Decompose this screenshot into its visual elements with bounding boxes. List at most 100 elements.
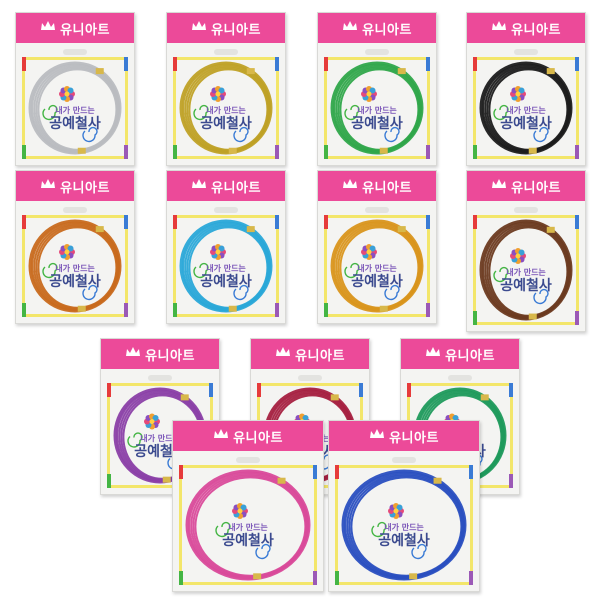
hang-hole (392, 457, 416, 463)
wire-coil (330, 219, 424, 313)
frame-corner-mark (509, 383, 513, 397)
frame-corner-mark (313, 465, 317, 479)
hang-hole (514, 49, 538, 55)
brand-name: 유니아트 (233, 430, 283, 446)
product-name: 공예철사 (500, 278, 552, 294)
card-frame (473, 57, 579, 159)
tagline: 내가 만드는 (55, 264, 95, 273)
frame-corner-mark (575, 215, 579, 229)
frame-corner-mark (575, 145, 579, 159)
wire-package-green: 유니아트 내가 만드는 공예철사 (317, 12, 437, 166)
wire-coil (330, 61, 424, 155)
wire-package-purple: 유니아트 내가 만드는 공예철사 (100, 338, 220, 495)
brand-name: 유니아트 (445, 348, 495, 364)
frame-corner-mark (324, 303, 328, 317)
hang-hole (298, 375, 322, 381)
product-name: 공예철사 (49, 116, 101, 132)
frame-corner-mark (359, 383, 363, 397)
frame-corner-mark (426, 303, 430, 317)
brand-header: 유니아트 (329, 421, 479, 451)
brand-header: 유니아트 (467, 13, 585, 43)
product-name: 공예철사 (200, 116, 252, 132)
frame-corner-mark (124, 145, 128, 159)
crown-icon (125, 346, 141, 362)
frame-corner-mark (22, 303, 26, 317)
product-name: 공예철사 (351, 116, 403, 132)
brand-header: 유니아트 (467, 171, 585, 201)
frame-corner-mark (324, 57, 328, 71)
wire-coil (179, 61, 273, 155)
wire-coil (341, 469, 467, 581)
frame-corner-mark (275, 145, 279, 159)
wire-coil (179, 219, 273, 313)
frame-corner-mark (335, 465, 339, 479)
frame-corner-mark (275, 215, 279, 229)
frame-corner-mark (575, 57, 579, 71)
frame-corner-mark (179, 465, 183, 479)
brand-header: 유니아트 (167, 171, 285, 201)
tagline: 내가 만드는 (357, 264, 397, 273)
brand-name: 유니아트 (295, 348, 345, 364)
frame-corner-mark (22, 57, 26, 71)
tagline: 내가 만드는 (506, 106, 546, 115)
frame-corner-mark (469, 465, 473, 479)
card-frame (324, 57, 430, 159)
brand-name: 유니아트 (145, 348, 195, 364)
frame-corner-mark (124, 57, 128, 71)
wire-coil (28, 61, 122, 155)
hang-hole (63, 207, 87, 213)
card-frame (473, 215, 579, 325)
tagline: 내가 만드는 (206, 264, 246, 273)
frame-corner-mark (324, 145, 328, 159)
frame-corner-mark (473, 57, 477, 71)
frame-corner-mark (473, 215, 477, 229)
hang-hole (214, 49, 238, 55)
frame-corner-mark (426, 57, 430, 71)
wire-package-sky-blue: 유니아트 내가 만드는 공예철사 (166, 170, 286, 324)
frame-corner-mark (509, 474, 513, 488)
tagline: 내가 만드는 (384, 523, 424, 532)
crown-icon (342, 20, 358, 36)
frame-corner-mark (324, 215, 328, 229)
wire-coil (185, 469, 311, 581)
product-name: 공예철사 (49, 274, 101, 290)
brand-name: 유니아트 (511, 22, 561, 38)
crown-icon (491, 20, 507, 36)
crown-icon (191, 20, 207, 36)
frame-corner-mark (469, 571, 473, 585)
wire-coil (479, 219, 573, 321)
frame-corner-mark (173, 57, 177, 71)
wire-package-silver: 유니아트 내가 만드는 공예철사 (15, 12, 135, 166)
card-frame (173, 57, 279, 159)
tagline: 내가 만드는 (206, 106, 246, 115)
crown-icon (342, 178, 358, 194)
product-name: 공예철사 (378, 533, 430, 549)
crown-icon (369, 428, 385, 444)
product-name: 공예철사 (500, 116, 552, 132)
crown-icon (40, 178, 56, 194)
brand-header: 유니아트 (167, 13, 285, 43)
brand-name: 유니아트 (389, 430, 439, 446)
frame-corner-mark (124, 303, 128, 317)
frame-corner-mark (275, 57, 279, 71)
frame-corner-mark (107, 474, 111, 488)
brand-header: 유니아트 (101, 339, 219, 369)
tagline: 내가 만드는 (506, 268, 546, 277)
frame-corner-mark (173, 145, 177, 159)
frame-corner-mark (426, 215, 430, 229)
crown-icon (40, 20, 56, 36)
hang-hole (514, 207, 538, 213)
brand-header: 유니아트 (16, 13, 134, 43)
brand-name: 유니아트 (60, 180, 110, 196)
